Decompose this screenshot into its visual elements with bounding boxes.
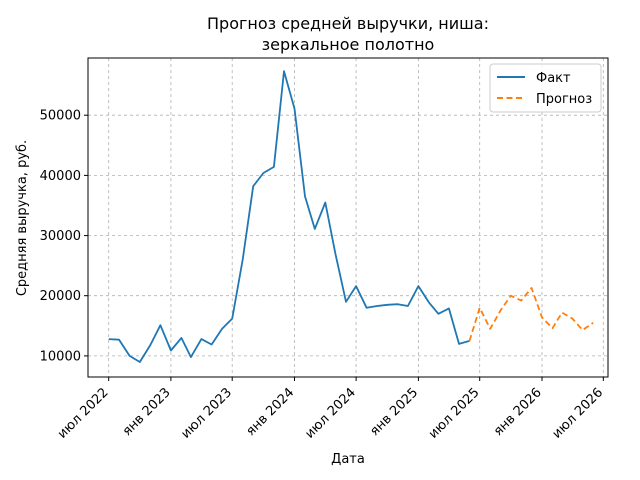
series-line-forecast <box>468 286 594 342</box>
y-tick-label: 50000 <box>40 109 81 124</box>
x-axis-label: Дата <box>331 452 365 467</box>
y-tick-label: 30000 <box>40 229 81 244</box>
legend-label-forecast: Прогноз <box>536 92 592 107</box>
y-tick-label: 10000 <box>40 349 81 364</box>
chart-title-line-1: Прогноз средней выручки, ниша: <box>207 14 489 33</box>
plot-frame <box>87 57 609 378</box>
y-tick-label: 20000 <box>40 289 81 304</box>
legend-label-fact: Факт <box>536 71 571 86</box>
y-tick-label: 40000 <box>40 169 81 184</box>
grid <box>88 58 608 377</box>
legend: Факт Прогноз <box>489 63 602 113</box>
chart-title-line-2: зеркальное полотно <box>262 35 435 54</box>
series-line-fact <box>108 70 470 363</box>
y-axis-label: Средняя выручка, руб. <box>15 140 30 296</box>
series-group <box>108 70 594 363</box>
